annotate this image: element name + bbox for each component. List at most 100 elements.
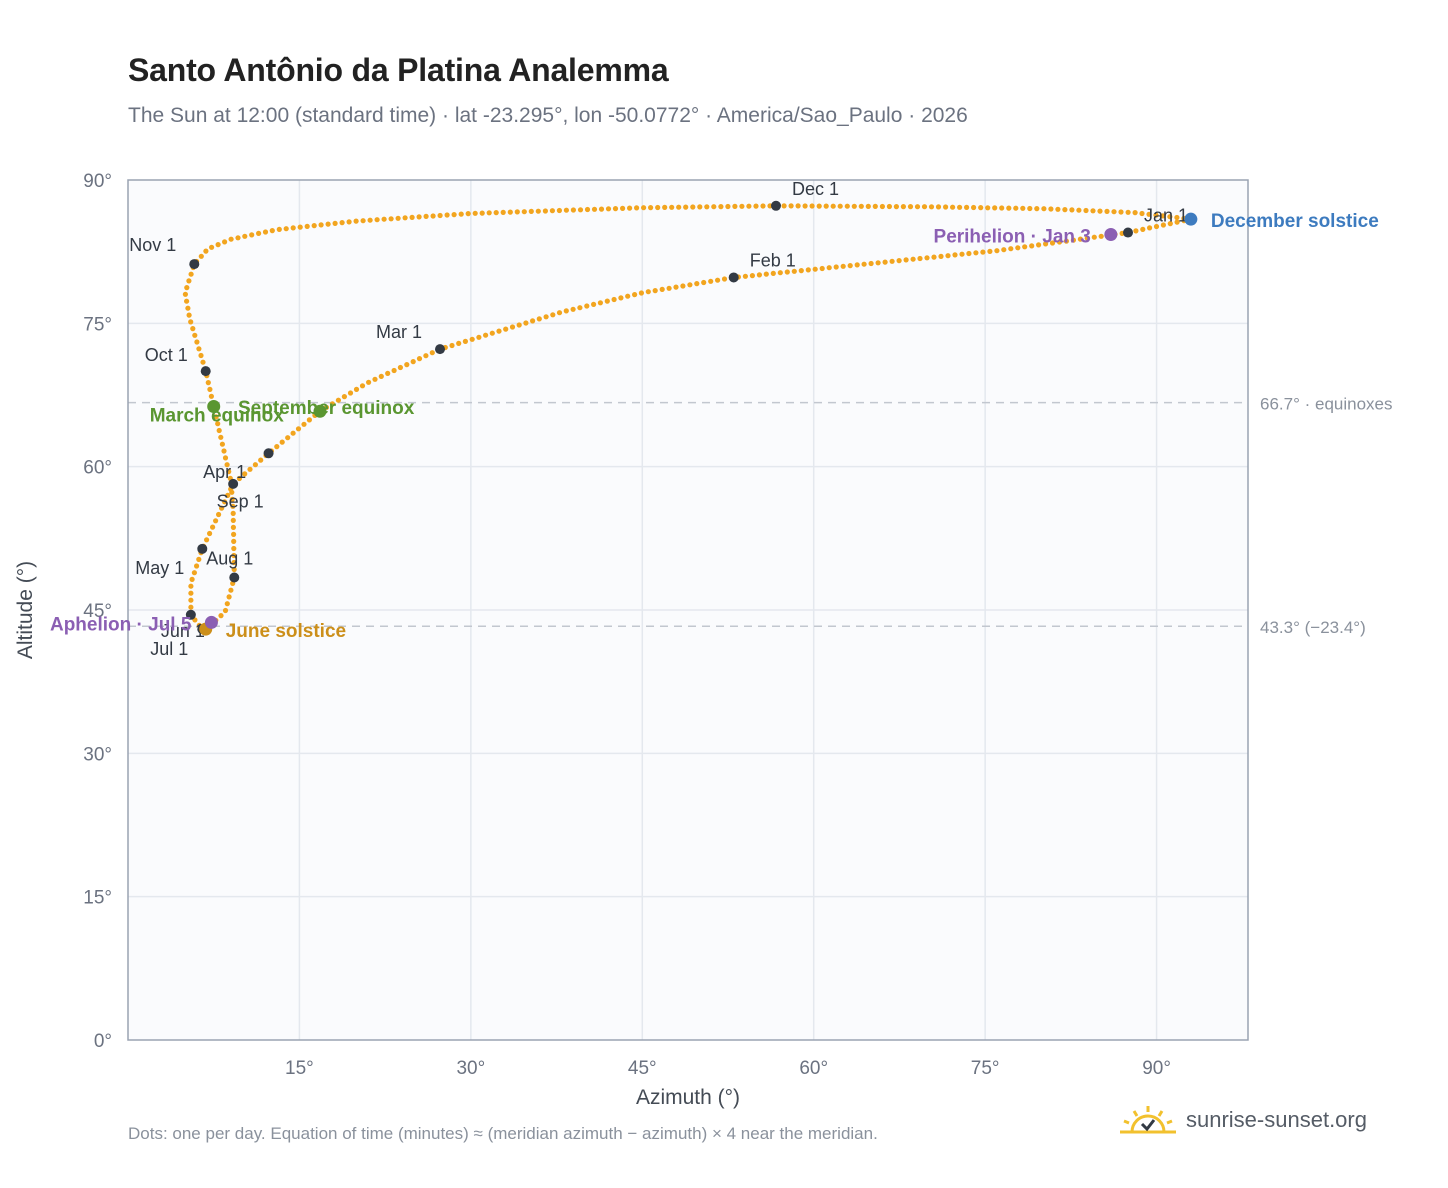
day-dot [222,499,228,505]
day-dot [437,212,443,219]
brand-text: sunrise-sunset.org [1186,1107,1367,1132]
day-dot [1027,205,1033,212]
day-dot [215,242,221,248]
day-dot [210,524,216,530]
day-dot [207,386,213,392]
day-dot [914,204,921,210]
day-dot [184,298,190,304]
day-dot [858,203,864,209]
event-marker [204,615,218,629]
day-dot [1174,214,1180,221]
day-dot [669,204,675,210]
day-dot [231,559,237,566]
day-dot [222,455,229,461]
month-marker [200,366,211,377]
day-dot [687,282,693,288]
day-dot [809,203,815,209]
day-dot [458,211,464,217]
day-dot [503,326,509,332]
day-dot [285,435,291,441]
day-dot [1091,234,1097,240]
day-dot [404,362,410,368]
month-marker [185,609,196,620]
day-dot [222,607,229,614]
event-label: March equinox [150,405,285,426]
day-dot [444,212,450,218]
day-dot [952,252,958,258]
day-dot [985,205,991,211]
day-dot [341,394,347,400]
day-dot [1070,237,1076,243]
day-dot [921,204,928,210]
day-dot [205,380,211,386]
day-dot [1006,205,1012,211]
day-dot [542,208,549,214]
day-dot [242,233,248,239]
day-dot [777,270,783,276]
axis-ticks: 15° 30° 45° 60° 75° 90° 0° 15° 30° 45° 60° 75° 90° [83,171,1171,1079]
x-tick-label: 90° [1142,1058,1171,1079]
day-dot [1043,241,1049,247]
chart-subtitle: The Sun at 12:00 (standard time) · lat -… [128,104,968,127]
day-dot [1034,206,1040,212]
day-dot [290,225,296,231]
sun-logo-icon [1120,1106,1176,1134]
day-dot [207,530,213,537]
event-marker [207,399,221,413]
day-dot [395,215,401,221]
event-label: Perihelion · Jan 3 [934,226,1091,247]
y-tick-label: 15° [83,888,112,909]
day-dot [833,264,839,270]
day-dot [577,305,583,311]
month-marker [197,543,208,554]
day-dot [329,401,335,407]
day-dot [215,421,221,427]
brand[interactable]: sunrise-sunset.org [1120,1104,1367,1136]
day-dot [805,267,811,273]
day-dot [798,268,804,274]
day-dot [928,204,935,210]
day-dot [385,370,391,376]
day-dot [451,212,457,218]
day-dot [353,386,360,392]
day-dot [770,270,776,276]
day-dot [882,259,888,265]
day-dot [746,203,752,209]
day-dot [430,213,436,219]
day-dot [203,248,209,254]
day-dot [781,203,787,209]
day-dot [1140,226,1146,232]
day-dot [231,531,237,538]
day-dot [230,503,236,509]
day-dot [423,213,429,219]
day-dot [514,209,520,215]
day-dot [683,204,689,210]
day-dot [476,334,482,340]
day-dot [228,236,234,242]
day-dot [222,239,228,245]
day-dot [711,204,717,210]
day-dot [1104,208,1110,214]
month-marker [771,200,781,211]
day-dot [964,204,970,210]
day-dot [236,475,242,482]
day-dot [1048,206,1054,212]
day-dot [397,364,403,371]
day-dot [1167,221,1173,227]
day-dot [192,332,198,338]
day-dot [840,263,846,269]
day-dot [625,293,631,299]
day-dot [938,253,944,259]
day-dot [409,214,415,220]
day-dot [521,209,527,215]
day-dot [1160,222,1166,228]
day-dot [756,272,763,278]
day-dot [1174,219,1180,225]
day-dot [823,203,829,209]
day-dot [648,205,654,211]
day-dot [563,308,569,314]
day-dot [410,359,416,365]
day-dot [966,250,972,257]
month-marker [263,448,274,459]
day-dot [872,203,878,209]
